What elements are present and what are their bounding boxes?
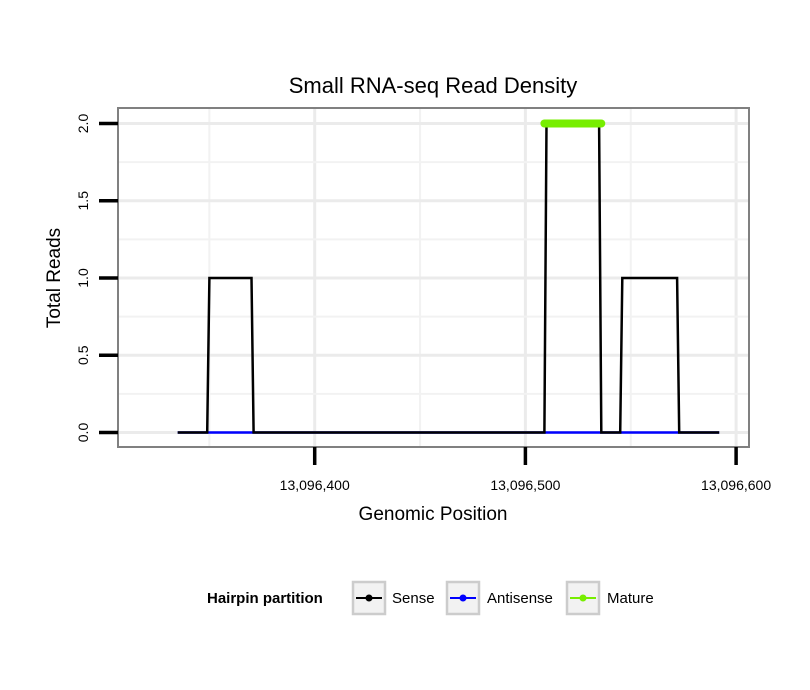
legend-item-sense: Sense [351, 580, 435, 616]
legend-item-mature: Mature [565, 580, 654, 616]
x-axis: 13,096,400 13,096,500 13,096,600 [280, 447, 771, 493]
x-tick-label: 13,096,400 [280, 477, 350, 493]
y-tick-label: 2.0 [75, 114, 91, 134]
legend-title: Hairpin partition [207, 590, 323, 607]
legend: Hairpin partition Sense Antisense Mature [207, 580, 654, 616]
y-axis-title: Total Reads [44, 228, 65, 328]
legend-label: Antisense [487, 590, 553, 607]
chart-title: Small RNA-seq Read Density [289, 73, 578, 98]
y-tick-label: 1.5 [75, 191, 91, 211]
legend-key-point [365, 594, 373, 602]
y-tick-label: 0.0 [75, 423, 91, 443]
legend-label: Mature [607, 590, 654, 607]
legend-label: Sense [392, 590, 435, 607]
y-axis: 0.0 0.5 1.0 1.5 2.0 [75, 114, 118, 443]
x-tick-label: 13,096,500 [490, 477, 560, 493]
y-tick-label: 1.0 [75, 268, 91, 288]
legend-item-antisense: Antisense [445, 580, 553, 616]
y-tick-label: 0.5 [75, 345, 91, 365]
legend-key-point [579, 594, 587, 602]
series-layer [177, 119, 720, 434]
x-axis-title: Genomic Position [359, 504, 508, 525]
legend-key-point [459, 594, 467, 602]
x-tick-label: 13,096,600 [701, 477, 771, 493]
